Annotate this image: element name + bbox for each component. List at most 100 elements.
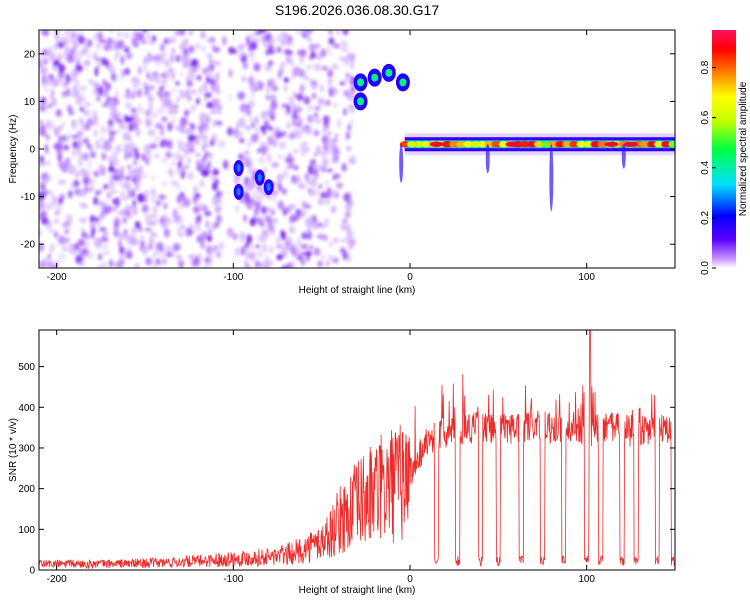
noise-blob bbox=[120, 55, 125, 65]
noise-blob bbox=[195, 152, 201, 157]
noise-blob bbox=[166, 244, 171, 253]
noise-blob bbox=[155, 242, 164, 250]
noise-blob bbox=[321, 234, 328, 241]
noise-blob bbox=[288, 203, 292, 214]
noise-blob bbox=[313, 130, 320, 137]
noise-blob bbox=[43, 256, 51, 262]
noise-blob bbox=[342, 250, 348, 261]
noise-blob bbox=[45, 76, 53, 86]
noise-blob bbox=[132, 42, 140, 48]
noise-blob bbox=[82, 138, 90, 144]
noise-blob bbox=[84, 240, 90, 250]
noise-blob bbox=[238, 231, 246, 239]
noise-blob bbox=[89, 214, 95, 224]
noise-blob bbox=[242, 61, 249, 70]
noise-blob bbox=[58, 179, 66, 185]
track-peak bbox=[604, 141, 619, 147]
noise-blob bbox=[266, 86, 270, 95]
noise-blob bbox=[349, 104, 355, 114]
noise-blob bbox=[79, 188, 87, 198]
noise-blob bbox=[244, 242, 249, 249]
noise-blob bbox=[245, 195, 251, 204]
noise-blob bbox=[324, 99, 331, 107]
noise-blob bbox=[250, 134, 259, 143]
noise-blob bbox=[71, 134, 79, 139]
noise-blob bbox=[58, 197, 63, 205]
noise-blob bbox=[54, 126, 61, 134]
noise-blob bbox=[308, 231, 312, 240]
noise-blob bbox=[81, 170, 89, 178]
noise-blob bbox=[103, 43, 112, 52]
noise-blob bbox=[137, 177, 142, 184]
track-blob bbox=[519, 141, 530, 148]
noise-blob bbox=[136, 107, 144, 115]
track-blob bbox=[477, 141, 488, 148]
noise-blob bbox=[190, 58, 199, 67]
noise-blob bbox=[176, 167, 183, 175]
noise-blob bbox=[84, 110, 92, 116]
track-spur bbox=[485, 143, 490, 174]
noise-blob bbox=[99, 38, 107, 44]
noise-blob bbox=[89, 222, 96, 231]
noise-blob bbox=[297, 176, 301, 182]
noise-blob bbox=[226, 126, 234, 136]
noise-blob bbox=[88, 78, 94, 85]
noise-blob bbox=[327, 78, 334, 84]
colorbar-tick-label: 0.6 bbox=[700, 110, 711, 124]
noise-blob bbox=[333, 102, 338, 108]
noise-blob bbox=[53, 218, 60, 224]
snr-ytick-label: 100 bbox=[18, 525, 35, 536]
noise-blob bbox=[88, 179, 96, 186]
noise-blob bbox=[205, 220, 209, 228]
noise-blob bbox=[126, 116, 135, 122]
noise-blob bbox=[273, 162, 279, 168]
noise-blob bbox=[112, 198, 117, 205]
heatmap-xtick-label: -100 bbox=[223, 272, 243, 283]
noise-blob bbox=[100, 57, 107, 66]
noise-blob bbox=[87, 53, 93, 59]
noise-blob bbox=[116, 31, 123, 38]
noise-blob bbox=[313, 247, 321, 256]
noise-blob bbox=[107, 62, 114, 72]
noise-blob bbox=[314, 112, 318, 119]
noise-blob bbox=[247, 140, 251, 149]
noise-blob bbox=[269, 104, 273, 112]
noise-blob bbox=[43, 58, 48, 65]
noise-blob bbox=[209, 228, 214, 233]
noise-blob bbox=[134, 151, 140, 160]
noise-blob bbox=[293, 164, 299, 171]
noise-blob bbox=[40, 204, 45, 212]
noise-blob bbox=[102, 79, 107, 87]
noise-blob bbox=[189, 223, 195, 232]
noise-blob bbox=[295, 30, 302, 36]
noise-blob bbox=[214, 221, 220, 229]
noise-blob bbox=[343, 75, 351, 83]
noise-blob bbox=[112, 175, 120, 181]
noise-blob bbox=[314, 152, 318, 157]
noise-blob bbox=[261, 221, 265, 228]
noise-blob bbox=[320, 224, 326, 230]
noise-blob bbox=[237, 91, 246, 100]
noise-blob bbox=[68, 110, 75, 116]
noise-blob bbox=[182, 38, 189, 46]
noise-blob bbox=[76, 95, 84, 102]
noise-blob bbox=[305, 127, 313, 135]
noise-blob bbox=[317, 97, 325, 106]
noise-blob bbox=[340, 45, 348, 53]
noise-blob bbox=[119, 165, 125, 175]
segment-b-core bbox=[357, 78, 365, 87]
noise-blob bbox=[285, 40, 294, 46]
noise-blob bbox=[213, 46, 221, 53]
noise-blob bbox=[57, 235, 66, 244]
noise-blob bbox=[267, 126, 274, 131]
noise-blob bbox=[155, 153, 159, 159]
noise-blob bbox=[111, 159, 120, 166]
noise-blob bbox=[107, 155, 113, 162]
noise-blob bbox=[259, 83, 263, 91]
noise-blob bbox=[286, 121, 291, 130]
noise-blob bbox=[277, 153, 282, 161]
noise-blob bbox=[304, 250, 313, 258]
noise-blob bbox=[167, 140, 173, 150]
noise-blob bbox=[343, 89, 351, 98]
noise-blob bbox=[97, 85, 104, 96]
